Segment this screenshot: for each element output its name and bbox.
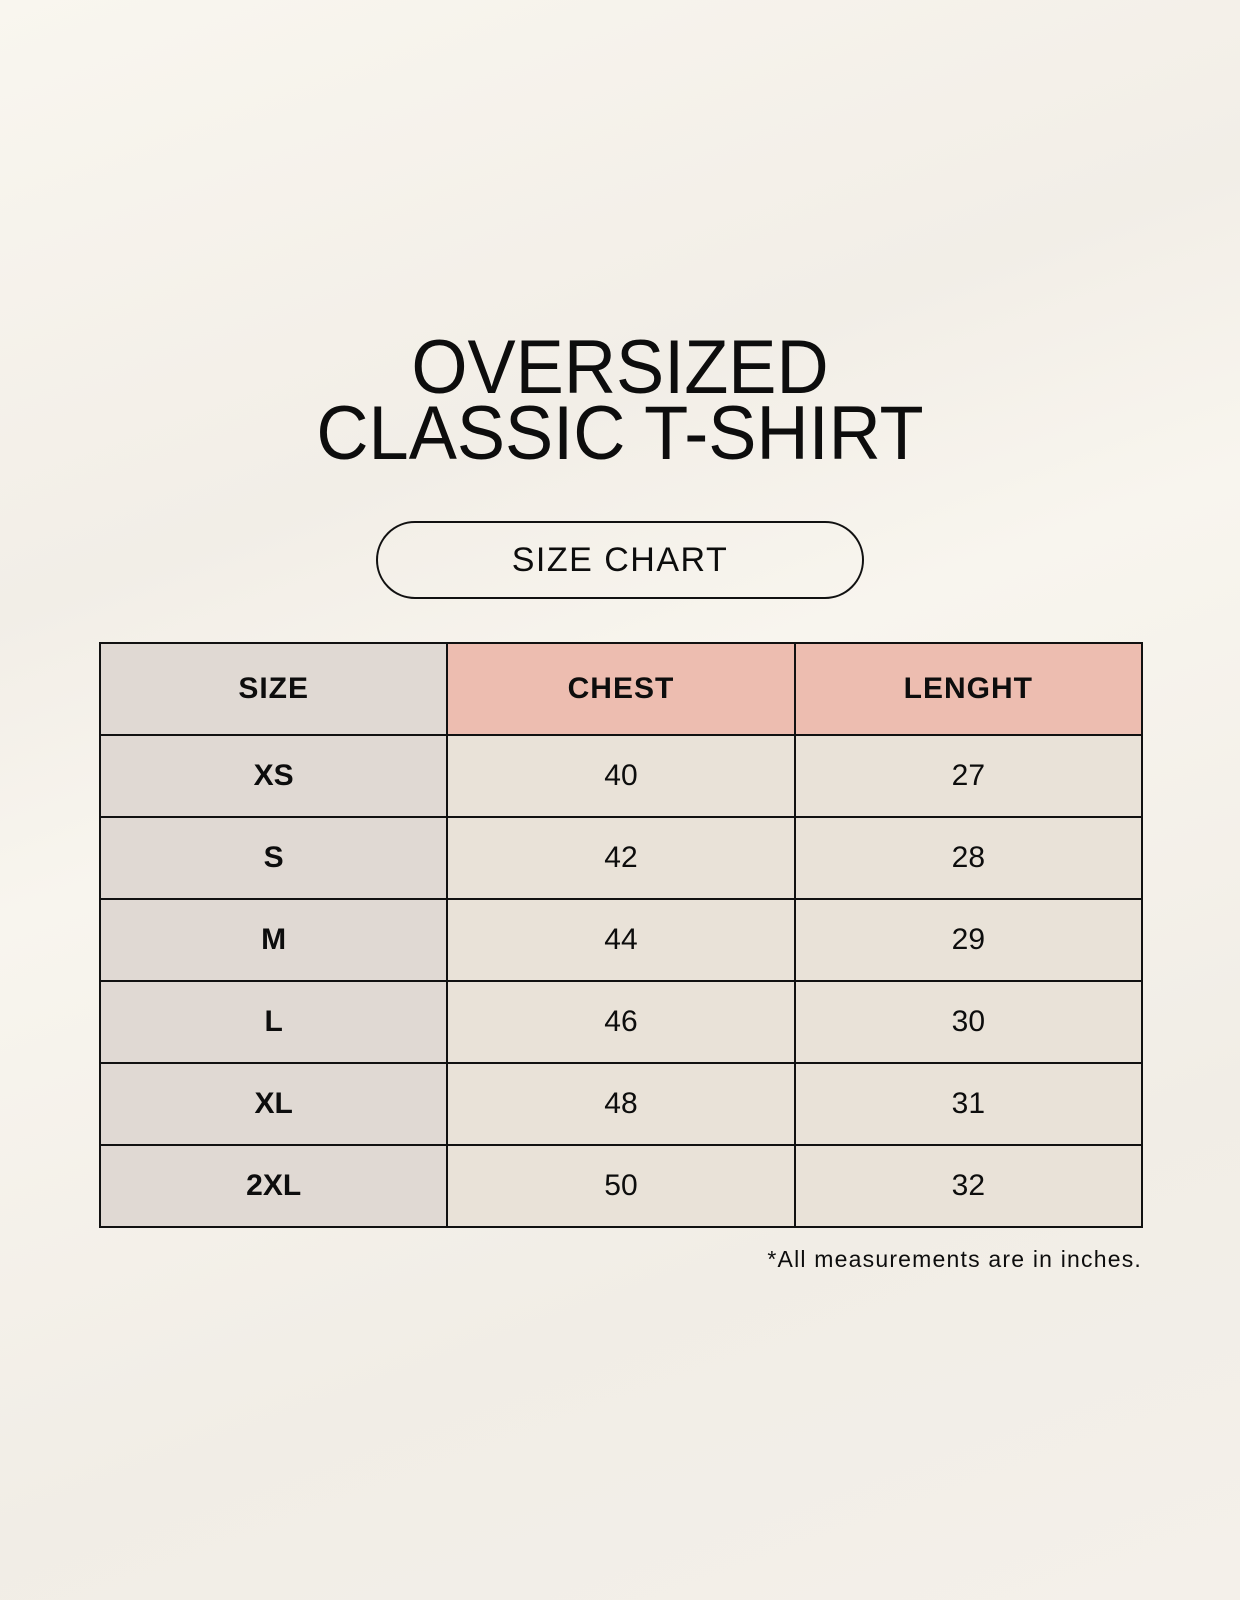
size-table: SIZE CHEST LENGHT XS 40 27 S 42 28 M 44 29 L 46 30 X… [98,642,1144,1228]
cell-length: 27 [793,734,1144,818]
title-line-1: OVERSIZED [411,325,829,410]
cell-size: XL [98,1062,449,1146]
cell-chest: 44 [446,898,796,982]
cell-length: 30 [793,980,1144,1064]
cell-length: 32 [793,1144,1144,1228]
cell-size: S [98,816,449,900]
header-length: LENGHT [793,642,1144,736]
cell-length: 29 [793,898,1144,982]
table-row: 2XL 50 32 [98,1144,1144,1228]
table-header-row: SIZE CHEST LENGHT [98,642,1144,736]
cell-size: L [98,980,449,1064]
measurement-note: *All measurements are in inches. [767,1246,1142,1272]
header-size: SIZE [98,642,449,736]
table-row: XS 40 27 [98,734,1144,818]
cell-size: XS [98,734,449,818]
cell-chest: 46 [446,980,796,1064]
table-row: S 42 28 [98,816,1144,900]
size-chart-label: SIZE CHART [376,521,864,599]
title-line-2: CLASSIC T-SHIRT [316,391,924,476]
table-row: XL 48 31 [98,1062,1144,1146]
header-chest: CHEST [446,642,796,736]
table-row: L 46 30 [98,980,1144,1064]
cell-chest: 50 [446,1144,796,1228]
cell-length: 28 [793,816,1144,900]
cell-chest: 40 [446,734,796,818]
cell-chest: 48 [446,1062,796,1146]
page-title: OVERSIZED CLASSIC T-SHIRT [0,325,1240,476]
table-row: M 44 29 [98,898,1144,982]
cell-size: 2XL [98,1144,449,1228]
cell-length: 31 [793,1062,1144,1146]
cell-chest: 42 [446,816,796,900]
cell-size: M [98,898,449,982]
